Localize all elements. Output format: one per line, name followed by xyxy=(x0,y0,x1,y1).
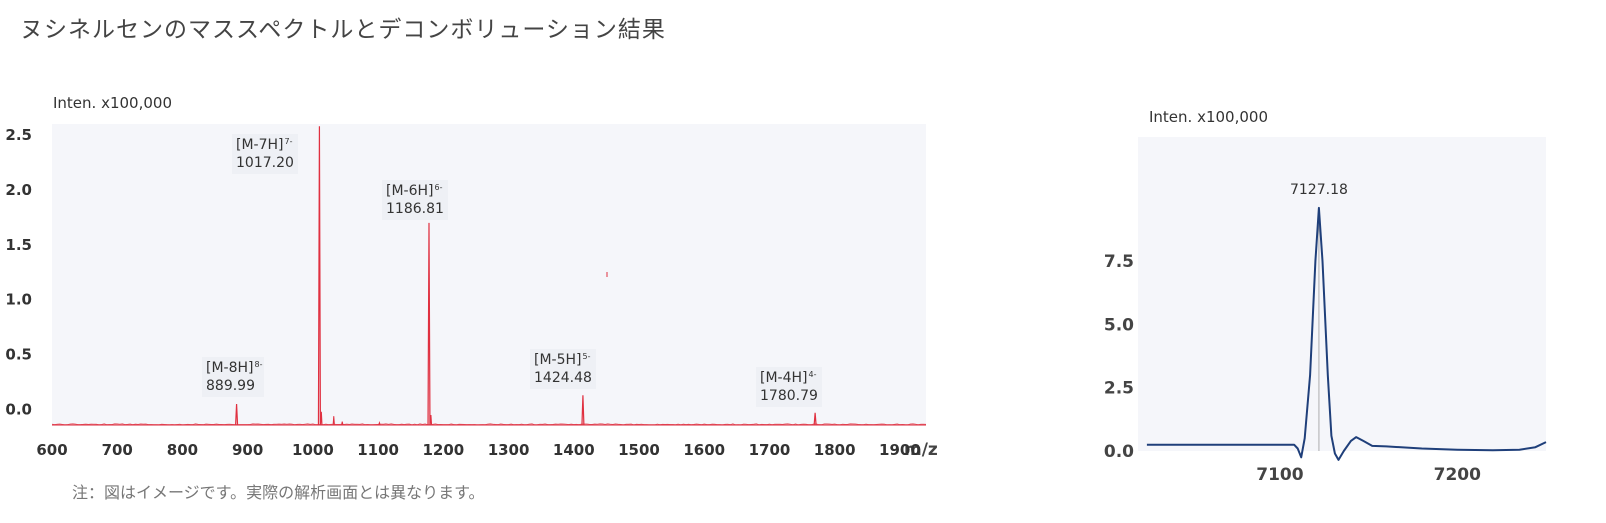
peak-ion-label: [M-4H] xyxy=(760,370,808,386)
spectrum-peak-1017.20 xyxy=(317,126,321,425)
spectrum-peak-889.99 xyxy=(235,404,239,425)
peak-mz-label: 1424.48 xyxy=(534,370,592,386)
spectrum-xtick-900: 900 xyxy=(232,441,263,459)
page-title: ヌシネルセンのマススペクトルとデコンボリューション結果 xyxy=(20,17,666,43)
peak-ion-label: [M-6H] xyxy=(386,183,434,199)
peak-label-bg xyxy=(756,367,822,407)
peak-mz-label: 1780.79 xyxy=(760,388,818,404)
deconv-peak-label: 7127.18 xyxy=(1290,182,1348,198)
spectrum-peak-1186.81 xyxy=(427,222,431,425)
peak-ion-label: [M-5H] xyxy=(534,352,582,368)
spectrum-ylabel: Inten. x100,000 xyxy=(53,94,172,112)
spectrum-trace xyxy=(51,126,927,426)
peak-charge-label: 6- xyxy=(435,183,443,192)
deconv-trace xyxy=(1146,206,1547,461)
spectrum-xtick-1100: 1100 xyxy=(357,441,399,459)
spectrum-peak-1780.79 xyxy=(813,412,817,425)
deconv-ytick-2.5: 2.5 xyxy=(1104,379,1134,399)
spectrum-xtick-1600: 1600 xyxy=(683,441,725,459)
spectrum-xtick-1500: 1500 xyxy=(618,441,660,459)
spectrum-ytick-0.0: 0.0 xyxy=(5,401,32,419)
spectrum-xlabel: m/z xyxy=(904,440,938,460)
peak-mz-label: 1186.81 xyxy=(386,201,444,217)
deconv-ytick-7.5: 7.5 xyxy=(1104,252,1134,272)
spectrum-xtick-1000: 1000 xyxy=(292,441,334,459)
peak-mz-label: 1017.20 xyxy=(236,155,294,171)
peak-ion-label: [M-8H] xyxy=(206,360,254,376)
peak-label-bg xyxy=(382,180,448,220)
peak-mz-label: 889.99 xyxy=(206,378,255,394)
peak-label-bg xyxy=(202,357,264,397)
spectrum-minor-peak xyxy=(341,421,344,425)
mass-spectrum-chart: Inten. x100,000 m/z 600 700 800 900 1000 1100… xyxy=(5,94,938,460)
spectrum-xtick-1800: 1800 xyxy=(814,441,856,459)
peak-label-bg xyxy=(232,134,298,174)
spectrum-ytick-2.5: 2.5 xyxy=(5,126,32,144)
deconvolution-chart: Inten. x100,000 7100 7200 0.0 2.5 5.0 7.5 712… xyxy=(1104,108,1547,485)
spectrum-ytick-1.0: 1.0 xyxy=(5,291,32,309)
spectrum-xtick-1200: 1200 xyxy=(422,441,464,459)
deconv-line xyxy=(1146,206,1547,461)
deconv-plot-area xyxy=(1138,137,1546,451)
spectrum-ticks: 600 700 800 900 1000 1100 1200 1300 1400 1500 1600… xyxy=(5,126,920,459)
spectrum-xtick-1300: 1300 xyxy=(488,441,530,459)
deconv-ytick-5.0: 5.0 xyxy=(1104,315,1134,335)
spectrum-xtick-1900: 1900 xyxy=(879,441,921,459)
peak-charge-label: 4- xyxy=(809,370,817,379)
deconv-ytick-0.0: 0.0 xyxy=(1104,442,1134,462)
spectrum-ytick-1.5: 1.5 xyxy=(5,236,32,254)
peak-label-bg xyxy=(530,349,596,389)
spectrum-xtick-800: 800 xyxy=(167,441,198,459)
spectrum-minor-peak xyxy=(332,416,335,425)
deconv-xtick-7100: 7100 xyxy=(1256,465,1303,485)
peak-charge-label: 7- xyxy=(285,137,293,146)
spectrum-xtick-1400: 1400 xyxy=(553,441,595,459)
spectrum-xtick-1700: 1700 xyxy=(749,441,791,459)
deconv-ticks: 7100 7200 0.0 2.5 5.0 7.5 xyxy=(1104,252,1481,485)
footnote: 注：図はイメージです。実際の解析画面とは異なります。 xyxy=(72,483,485,502)
spectrum-peak-labels: [M-8H] 8-889.99 [M-7H] 7- 1017.20 [M-6H] 6- 118… xyxy=(202,134,822,407)
peak-charge-label: 5- xyxy=(583,352,591,361)
spectrum-noise xyxy=(51,423,927,426)
spectrum-ytick-0.5: 0.5 xyxy=(5,346,32,364)
deconv-ylabel: Inten. x100,000 xyxy=(1149,108,1268,126)
peak-charge-label: 8- xyxy=(255,360,263,369)
deconv-xtick-7200: 7200 xyxy=(1434,465,1481,485)
spectrum-ytick-2.0: 2.0 xyxy=(5,181,32,199)
spectrum-minor-peak xyxy=(378,420,381,426)
peak-ion-label: [M-7H] xyxy=(236,137,284,153)
spectrum-peak-1424.48 xyxy=(581,395,585,425)
spectrum-xtick-600: 600 xyxy=(36,441,67,459)
spectrum-xtick-700: 700 xyxy=(102,441,133,459)
